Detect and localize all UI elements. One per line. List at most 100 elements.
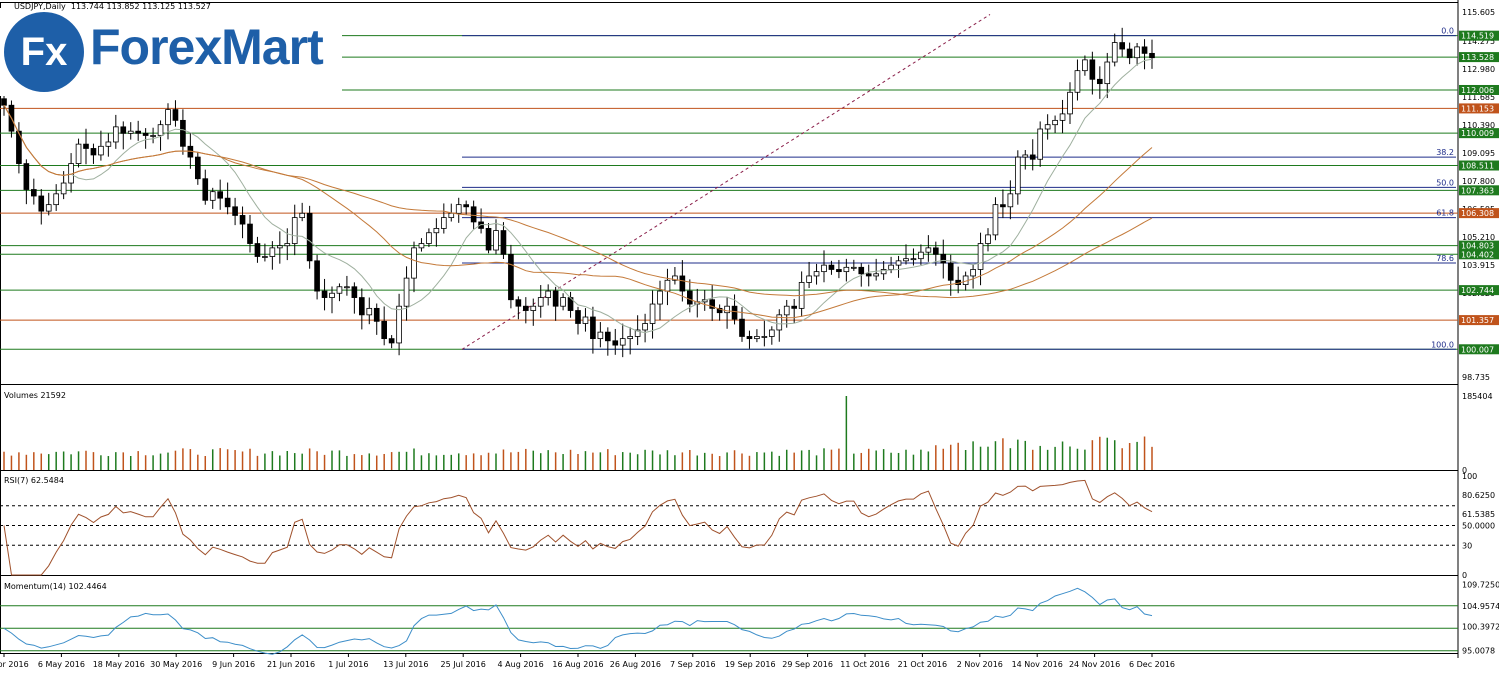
candle-body bbox=[224, 197, 231, 208]
candle-body bbox=[1014, 156, 1021, 195]
rsi-panel-frame bbox=[0, 470, 1459, 576]
candle-body bbox=[247, 223, 253, 244]
price-tick-label: 114.275 bbox=[1462, 37, 1495, 46]
candle-body bbox=[30, 189, 37, 197]
rsi-tick-label: 0 bbox=[1462, 571, 1467, 580]
x-tick-label: 4 Aug 2016 bbox=[498, 660, 544, 669]
candle-body bbox=[16, 130, 22, 164]
candle-body bbox=[1134, 46, 1140, 59]
fib-level-label: 50.0 bbox=[1436, 178, 1454, 187]
candle-body bbox=[53, 193, 60, 206]
candle-body bbox=[634, 329, 641, 337]
x-tick-label: 16 Aug 2016 bbox=[552, 660, 603, 669]
momentum-tick-label: 100.3972 bbox=[1462, 622, 1499, 631]
rsi-line bbox=[3, 479, 1153, 576]
fib-level-label: 0.0 bbox=[1441, 27, 1454, 36]
candle-body bbox=[612, 340, 619, 346]
candle-body bbox=[679, 275, 686, 292]
candle-body bbox=[806, 275, 812, 283]
candle-body bbox=[232, 206, 238, 216]
candle-body bbox=[142, 132, 149, 136]
logo-badge: Fx bbox=[4, 12, 84, 92]
x-tick-label: 26 Aug 2016 bbox=[610, 660, 661, 669]
candle-body bbox=[880, 269, 887, 275]
rsi-tick-label: 30 bbox=[1462, 541, 1472, 550]
rsi-tick-label: 100 bbox=[1462, 472, 1477, 481]
candle-body bbox=[932, 247, 939, 255]
candle-body bbox=[515, 299, 522, 307]
candle-body bbox=[865, 273, 872, 277]
candle-body bbox=[552, 290, 559, 307]
momentum-panel-title: Momentum(14) 102.4464 bbox=[4, 582, 107, 591]
candle-body bbox=[940, 253, 947, 264]
candle-body bbox=[858, 266, 865, 275]
candle-body bbox=[508, 253, 514, 301]
momentum-tick-label: 104.9574 bbox=[1462, 602, 1499, 611]
candle-body bbox=[925, 247, 932, 253]
x-tick-label: 1 Jul 2016 bbox=[328, 660, 368, 669]
green-level-tag bbox=[1459, 249, 1499, 260]
candle-body bbox=[344, 286, 350, 289]
ma-slow-line bbox=[3, 104, 1153, 299]
rsi-tick-label: 61.5385 bbox=[1462, 510, 1495, 519]
fib-level-label: 38.2 bbox=[1436, 148, 1454, 157]
candle-body bbox=[105, 141, 112, 147]
candle-body bbox=[366, 307, 373, 316]
fib-level-label: 78.6 bbox=[1436, 254, 1454, 263]
candle-body bbox=[426, 232, 432, 244]
candle-body bbox=[381, 320, 388, 340]
candle-body bbox=[530, 305, 537, 311]
candle-body bbox=[903, 258, 909, 262]
price-tick-label: 107.800 bbox=[1462, 177, 1495, 186]
x-tick-label: 26 Apr 2016 bbox=[0, 660, 29, 669]
price-tick-label: 112.980 bbox=[1462, 65, 1495, 74]
candle-body bbox=[754, 336, 760, 340]
candle-body bbox=[418, 243, 425, 249]
volumes-panel-title: Volumes 21592 bbox=[4, 391, 66, 400]
candle-body bbox=[537, 297, 544, 307]
candle-body bbox=[1149, 52, 1155, 59]
candle-body bbox=[493, 230, 499, 251]
x-tick-label: 25 Jul 2016 bbox=[441, 660, 486, 669]
candle-body bbox=[120, 126, 127, 134]
candle-body bbox=[127, 130, 134, 134]
candle-body bbox=[590, 316, 596, 340]
momentum-tick-label: 109.7250 bbox=[1462, 580, 1499, 589]
candle-body bbox=[560, 297, 566, 307]
candle-body bbox=[836, 269, 842, 273]
candle-body bbox=[992, 204, 999, 236]
candle-body bbox=[254, 243, 261, 257]
green-level-label: 104.402 bbox=[1461, 250, 1494, 259]
candle-body bbox=[239, 215, 246, 225]
green-level-tag bbox=[1459, 240, 1499, 251]
candle-body bbox=[582, 316, 589, 324]
forexmart-logo: Fx ForexMart bbox=[0, 8, 342, 96]
candle-body bbox=[828, 264, 835, 270]
candle-body bbox=[165, 109, 171, 126]
candle-body bbox=[522, 305, 529, 311]
price-tick-label: 103.915 bbox=[1462, 261, 1495, 270]
candle-body bbox=[455, 204, 462, 214]
candle-body bbox=[209, 191, 216, 201]
candle-body bbox=[314, 260, 320, 292]
candle-body bbox=[888, 264, 894, 270]
candle-body bbox=[112, 126, 119, 143]
candle-body bbox=[731, 305, 738, 320]
candle-body bbox=[1126, 48, 1133, 59]
candle-body bbox=[1089, 59, 1096, 80]
x-tick-label: 9 Jun 2016 bbox=[212, 660, 255, 669]
candle-body bbox=[776, 314, 783, 331]
candle-body bbox=[269, 247, 276, 257]
candle-body bbox=[60, 182, 67, 195]
candle-body bbox=[1000, 204, 1006, 208]
candle-body bbox=[873, 273, 880, 277]
candle-body bbox=[329, 292, 335, 298]
candle-body bbox=[642, 323, 648, 331]
candle-body bbox=[1022, 154, 1029, 158]
candle-body bbox=[38, 195, 45, 212]
candle-body bbox=[217, 191, 224, 199]
momentum-tick-label: 95.0078 bbox=[1462, 647, 1495, 656]
candle-body bbox=[262, 256, 268, 258]
candle-body bbox=[306, 212, 313, 262]
